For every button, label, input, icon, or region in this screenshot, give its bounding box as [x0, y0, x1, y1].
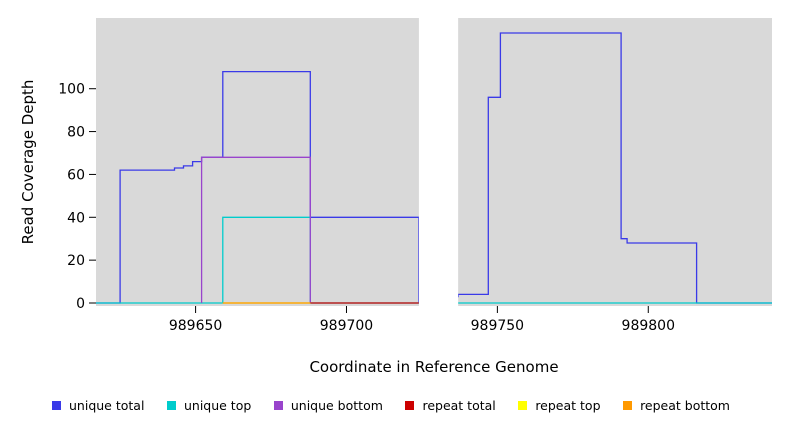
legend-label: repeat total — [422, 398, 496, 413]
y-tick-label: 20 — [67, 253, 85, 269]
legend-swatch-unique-top — [166, 401, 176, 410]
y-axis-label: Read Coverage Depth — [19, 79, 37, 245]
legend-item-unique-top: unique top — [166, 398, 252, 413]
x-tick-label: 989700 — [320, 318, 373, 334]
legend-swatch-repeat-total — [405, 401, 415, 410]
y-tick-label: 60 — [67, 167, 85, 183]
legend-item-repeat-total: repeat total — [405, 398, 496, 413]
legend-label: unique bottom — [290, 398, 383, 413]
legend-swatch-unique-bottom — [273, 401, 283, 410]
legend-item-unique-total: unique total — [52, 398, 144, 413]
x-tick-label: 989800 — [622, 318, 675, 334]
legend-swatch-unique-total — [52, 401, 61, 410]
y-tick-label: 0 — [76, 296, 85, 312]
coverage-plot-canvas: 989650 989700 989750 989800 0 20 40 60 80 100 — [58, 12, 772, 334]
legend-item-repeat-top: repeat top — [518, 398, 601, 413]
legend-label: repeat top — [535, 398, 601, 413]
legend-label: repeat bottom — [640, 398, 730, 413]
legend-label: unique top — [183, 398, 252, 413]
legend-label: unique total — [69, 398, 145, 413]
series-unique-total — [96, 32, 772, 304]
x-axis-label: Coordinate in Reference Genome — [309, 358, 559, 376]
y-tick-label: 40 — [67, 210, 85, 226]
legend-swatch-repeat-bottom — [623, 401, 633, 410]
plot-legend: unique total unique top unique bottom repea… — [52, 398, 730, 413]
y-tick-label: 80 — [67, 125, 85, 141]
x-tick-label: 989750 — [471, 318, 524, 334]
x-tick-label: 989650 — [169, 318, 222, 334]
legend-swatch-repeat-top — [518, 401, 528, 410]
legend-item-unique-bottom: unique bottom — [273, 398, 383, 413]
masked-region — [418, 12, 459, 306]
legend-item-repeat-bottom: repeat bottom — [623, 398, 730, 413]
series-unique-bottom — [200, 156, 311, 303]
y-tick-label: 100 — [58, 82, 85, 98]
